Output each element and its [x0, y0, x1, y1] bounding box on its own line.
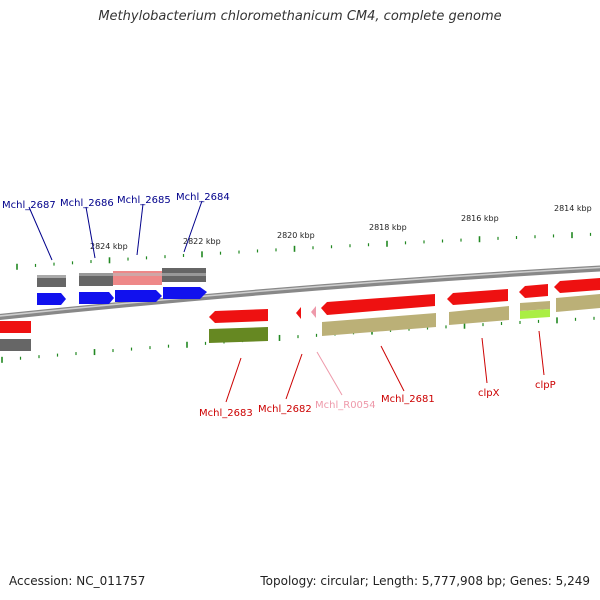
gene-arrow-2683 — [209, 309, 268, 323]
gene-arrow-clpX — [447, 289, 508, 305]
leader-2684 — [183, 200, 203, 253]
gene-arrow-clpP — [519, 284, 548, 298]
scale-label-2818: 2818 kbp — [369, 223, 407, 232]
bottom-tick-row — [1, 316, 595, 363]
leader-2687 — [28, 206, 53, 261]
gray-bar-left-partial — [0, 339, 31, 351]
leader-2685 — [136, 203, 144, 256]
khaki-bar-clpP — [520, 301, 550, 311]
leader-R0054 — [316, 351, 343, 396]
map-title: Methylobacterium chloromethanicum CM4, c… — [98, 9, 502, 24]
gray-bar-2687-shine — [37, 275, 66, 278]
gene-label-2682: Mchl_2682 — [258, 404, 312, 415]
gene-label-R0054: Mchl_R0054 — [315, 400, 376, 411]
leader-2682 — [285, 353, 303, 400]
gene-arrow-2681 — [321, 294, 435, 315]
genome-backbone-highlight — [0, 266, 600, 317]
gene-arrow-R0054 — [311, 306, 316, 318]
lime-bar-clpP — [520, 309, 550, 319]
gene-label-2685: Mchl_2685 — [117, 195, 171, 206]
gray-bar-shine — [79, 273, 206, 276]
gene-label-2681: Mchl_2681 — [381, 394, 435, 405]
khaki-bar-right-partial — [556, 294, 600, 312]
top-tick-row — [16, 232, 592, 270]
scale-label-2816: 2816 kbp — [461, 214, 499, 223]
leader-lines — [28, 200, 545, 403]
khaki-bar-clpX — [449, 306, 509, 325]
scale-label-2822: 2822 kbp — [183, 237, 221, 246]
gene-arrow-2686 — [79, 292, 114, 304]
gene-labels: Mchl_2687 Mchl_2686 Mchl_2685 Mchl_2684 … — [2, 192, 556, 419]
scale-labels: 2824 kbp 2822 kbp 2820 kbp 2818 kbp 2816… — [90, 204, 592, 251]
gray-bar-2686 — [79, 273, 113, 286]
gene-arrow-left-partial — [0, 321, 31, 333]
scale-label-2824: 2824 kbp — [90, 242, 128, 251]
gene-label-2687: Mchl_2687 — [2, 200, 56, 211]
gene-arrow-2687 — [37, 293, 66, 305]
leader-clpP — [538, 330, 545, 376]
reverse-strand-features — [0, 278, 600, 351]
leader-2681 — [380, 345, 405, 392]
gene-arrow-2684 — [163, 287, 207, 299]
olive-bar-2683 — [209, 327, 268, 343]
leader-clpX — [481, 337, 488, 384]
gene-label-2684: Mchl_2684 — [176, 192, 230, 203]
scale-label-2814: 2814 kbp — [554, 204, 592, 213]
accession-text: Accession: NC_011757 — [9, 574, 146, 588]
scale-label-2820: 2820 kbp — [277, 231, 315, 240]
gene-arrow-2682 — [296, 307, 301, 319]
genome-summary-text: Topology: circular; Length: 5,777,908 bp… — [260, 574, 590, 588]
gene-label-clpX: clpX — [478, 388, 500, 399]
forward-strand-features — [37, 268, 207, 305]
genome-backbone — [0, 265, 600, 320]
leader-2683 — [225, 357, 242, 403]
khaki-bar-2681 — [322, 313, 436, 336]
gene-label-clpP: clpP — [535, 380, 556, 391]
gene-label-2683: Mchl_2683 — [199, 408, 253, 419]
gene-arrow-2685 — [115, 290, 162, 302]
gene-arrow-right-partial — [554, 278, 600, 293]
scale-ticks — [1, 232, 595, 363]
gene-label-2686: Mchl_2686 — [60, 198, 114, 209]
leader-2686 — [85, 206, 96, 259]
